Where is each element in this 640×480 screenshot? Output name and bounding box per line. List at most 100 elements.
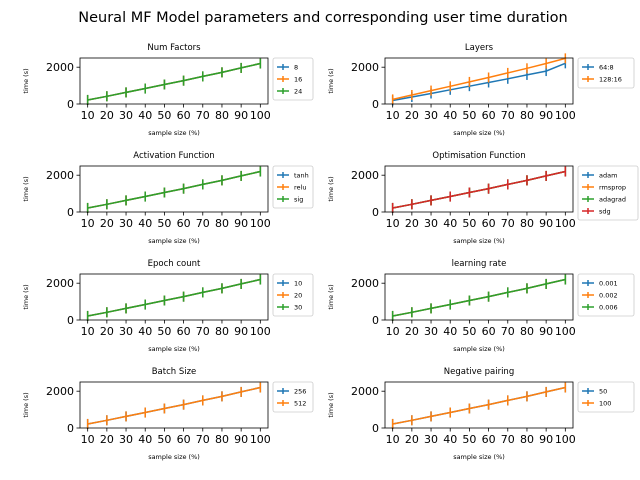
- x-tick-label: 20: [100, 325, 114, 338]
- series-8: [86, 58, 262, 105]
- x-tick-label: 50: [157, 433, 171, 446]
- y-axis-label: time (s): [22, 392, 30, 417]
- x-axis-label: sample size (%): [148, 237, 200, 245]
- series-sig: [86, 166, 262, 213]
- x-tick-label: 10: [81, 217, 95, 230]
- y-tick-label: 2000: [351, 61, 379, 74]
- x-tick-label: 90: [539, 217, 553, 230]
- x-tick-label: 100: [250, 325, 271, 338]
- x-tick-label: 40: [138, 325, 152, 338]
- x-tick-label: 70: [501, 325, 515, 338]
- y-tick-label: 0: [67, 98, 74, 111]
- series-512: [86, 382, 262, 429]
- x-tick-label: 10: [81, 109, 95, 122]
- x-tick-label: 70: [501, 433, 515, 446]
- x-tick-label: 90: [234, 433, 248, 446]
- x-tick-label: 40: [443, 109, 457, 122]
- x-tick-label: 80: [215, 217, 229, 230]
- y-axis-label: time (s): [327, 68, 335, 93]
- series-relu: [86, 166, 262, 213]
- x-tick-label: 90: [539, 325, 553, 338]
- x-tick-label: 20: [405, 217, 419, 230]
- y-tick-label: 0: [372, 422, 379, 435]
- x-tick-label: 10: [81, 325, 95, 338]
- x-tick-label: 90: [539, 433, 553, 446]
- x-tick-label: 100: [250, 109, 271, 122]
- y-axis-label: time (s): [22, 68, 30, 93]
- x-tick-label: 10: [81, 433, 95, 446]
- legend-label: 16: [294, 76, 302, 84]
- y-axis-label: time (s): [327, 392, 335, 417]
- y-axis-label: time (s): [22, 176, 30, 201]
- legend: tanh relu sig: [272, 165, 314, 209]
- legend-frame: [577, 57, 635, 89]
- series-adagrad: [391, 166, 567, 213]
- legend-label: 100: [599, 400, 611, 408]
- x-tick-label: 30: [119, 433, 133, 446]
- x-tick-label: 70: [196, 217, 210, 230]
- legend-label: 8: [294, 64, 298, 72]
- x-tick-label: 80: [520, 433, 534, 446]
- x-tick-label: 60: [482, 325, 496, 338]
- y-tick-label: 0: [67, 314, 74, 327]
- subplot-title: Epoch count: [148, 259, 201, 269]
- series-256: [86, 382, 262, 429]
- x-tick-label: 60: [482, 217, 496, 230]
- x-tick-label: 50: [462, 325, 476, 338]
- subplot-6: Batch Size 10 20 30 40 50 60 70 80 90 100 0 2000 samp…: [22, 367, 314, 461]
- axes-frame: [384, 381, 574, 429]
- series-100: [391, 382, 567, 429]
- x-tick-label: 20: [405, 433, 419, 446]
- x-tick-label: 100: [555, 217, 576, 230]
- x-tick-label: 10: [386, 109, 400, 122]
- x-tick-label: 100: [250, 433, 271, 446]
- x-tick-label: 20: [100, 217, 114, 230]
- legend-label: 256: [294, 388, 306, 396]
- x-tick-label: 100: [555, 325, 576, 338]
- series-24: [86, 58, 262, 105]
- legend-label: tanh: [294, 172, 309, 180]
- legend: 10 20 30: [272, 273, 314, 317]
- x-tick-label: 80: [520, 217, 534, 230]
- x-axis-label: sample size (%): [453, 129, 505, 137]
- legend-label: relu: [294, 184, 306, 192]
- x-tick-label: 90: [234, 109, 248, 122]
- x-tick-label: 40: [138, 217, 152, 230]
- subplot-title: learning rate: [452, 259, 507, 269]
- axes-frame: [79, 381, 269, 429]
- x-tick-label: 40: [138, 109, 152, 122]
- x-tick-label: 70: [501, 217, 515, 230]
- legend: 0.001 0.002 0.006: [577, 273, 635, 317]
- x-tick-label: 50: [462, 109, 476, 122]
- legend-label: 128:16: [599, 76, 622, 84]
- x-tick-label: 30: [119, 325, 133, 338]
- subplot-3: Optimisation Function 10 20 30 40 50 60 70 80 90 1…: [327, 151, 639, 245]
- legend: adam rmsprop adagrad sdg: [577, 165, 639, 221]
- subplot-title: Layers: [465, 43, 494, 53]
- y-tick-label: 2000: [351, 277, 379, 290]
- subplot-5: learning rate 10 20 30 40 50 60 70 80 90 100 0 2000 s…: [327, 259, 635, 353]
- series-16: [86, 58, 262, 105]
- legend-label: 24: [294, 88, 302, 96]
- legend-frame: [272, 381, 314, 413]
- x-tick-label: 50: [462, 217, 476, 230]
- x-tick-label: 50: [462, 433, 476, 446]
- x-tick-label: 60: [177, 109, 191, 122]
- x-tick-label: 70: [501, 109, 515, 122]
- series-0.006: [391, 274, 567, 321]
- legend-label: sdg: [599, 208, 611, 216]
- x-tick-label: 40: [138, 433, 152, 446]
- subplot-title: Batch Size: [152, 367, 197, 377]
- legend: 8 16 24: [272, 57, 314, 101]
- legend-label: adam: [599, 172, 617, 180]
- subplot-title: Num Factors: [147, 43, 201, 53]
- series-0.001: [391, 274, 567, 321]
- x-tick-label: 100: [555, 433, 576, 446]
- legend-frame: [577, 381, 635, 413]
- series-line: [87, 278, 261, 317]
- x-tick-label: 30: [424, 433, 438, 446]
- x-tick-label: 70: [196, 109, 210, 122]
- legend: 256 512: [272, 381, 314, 413]
